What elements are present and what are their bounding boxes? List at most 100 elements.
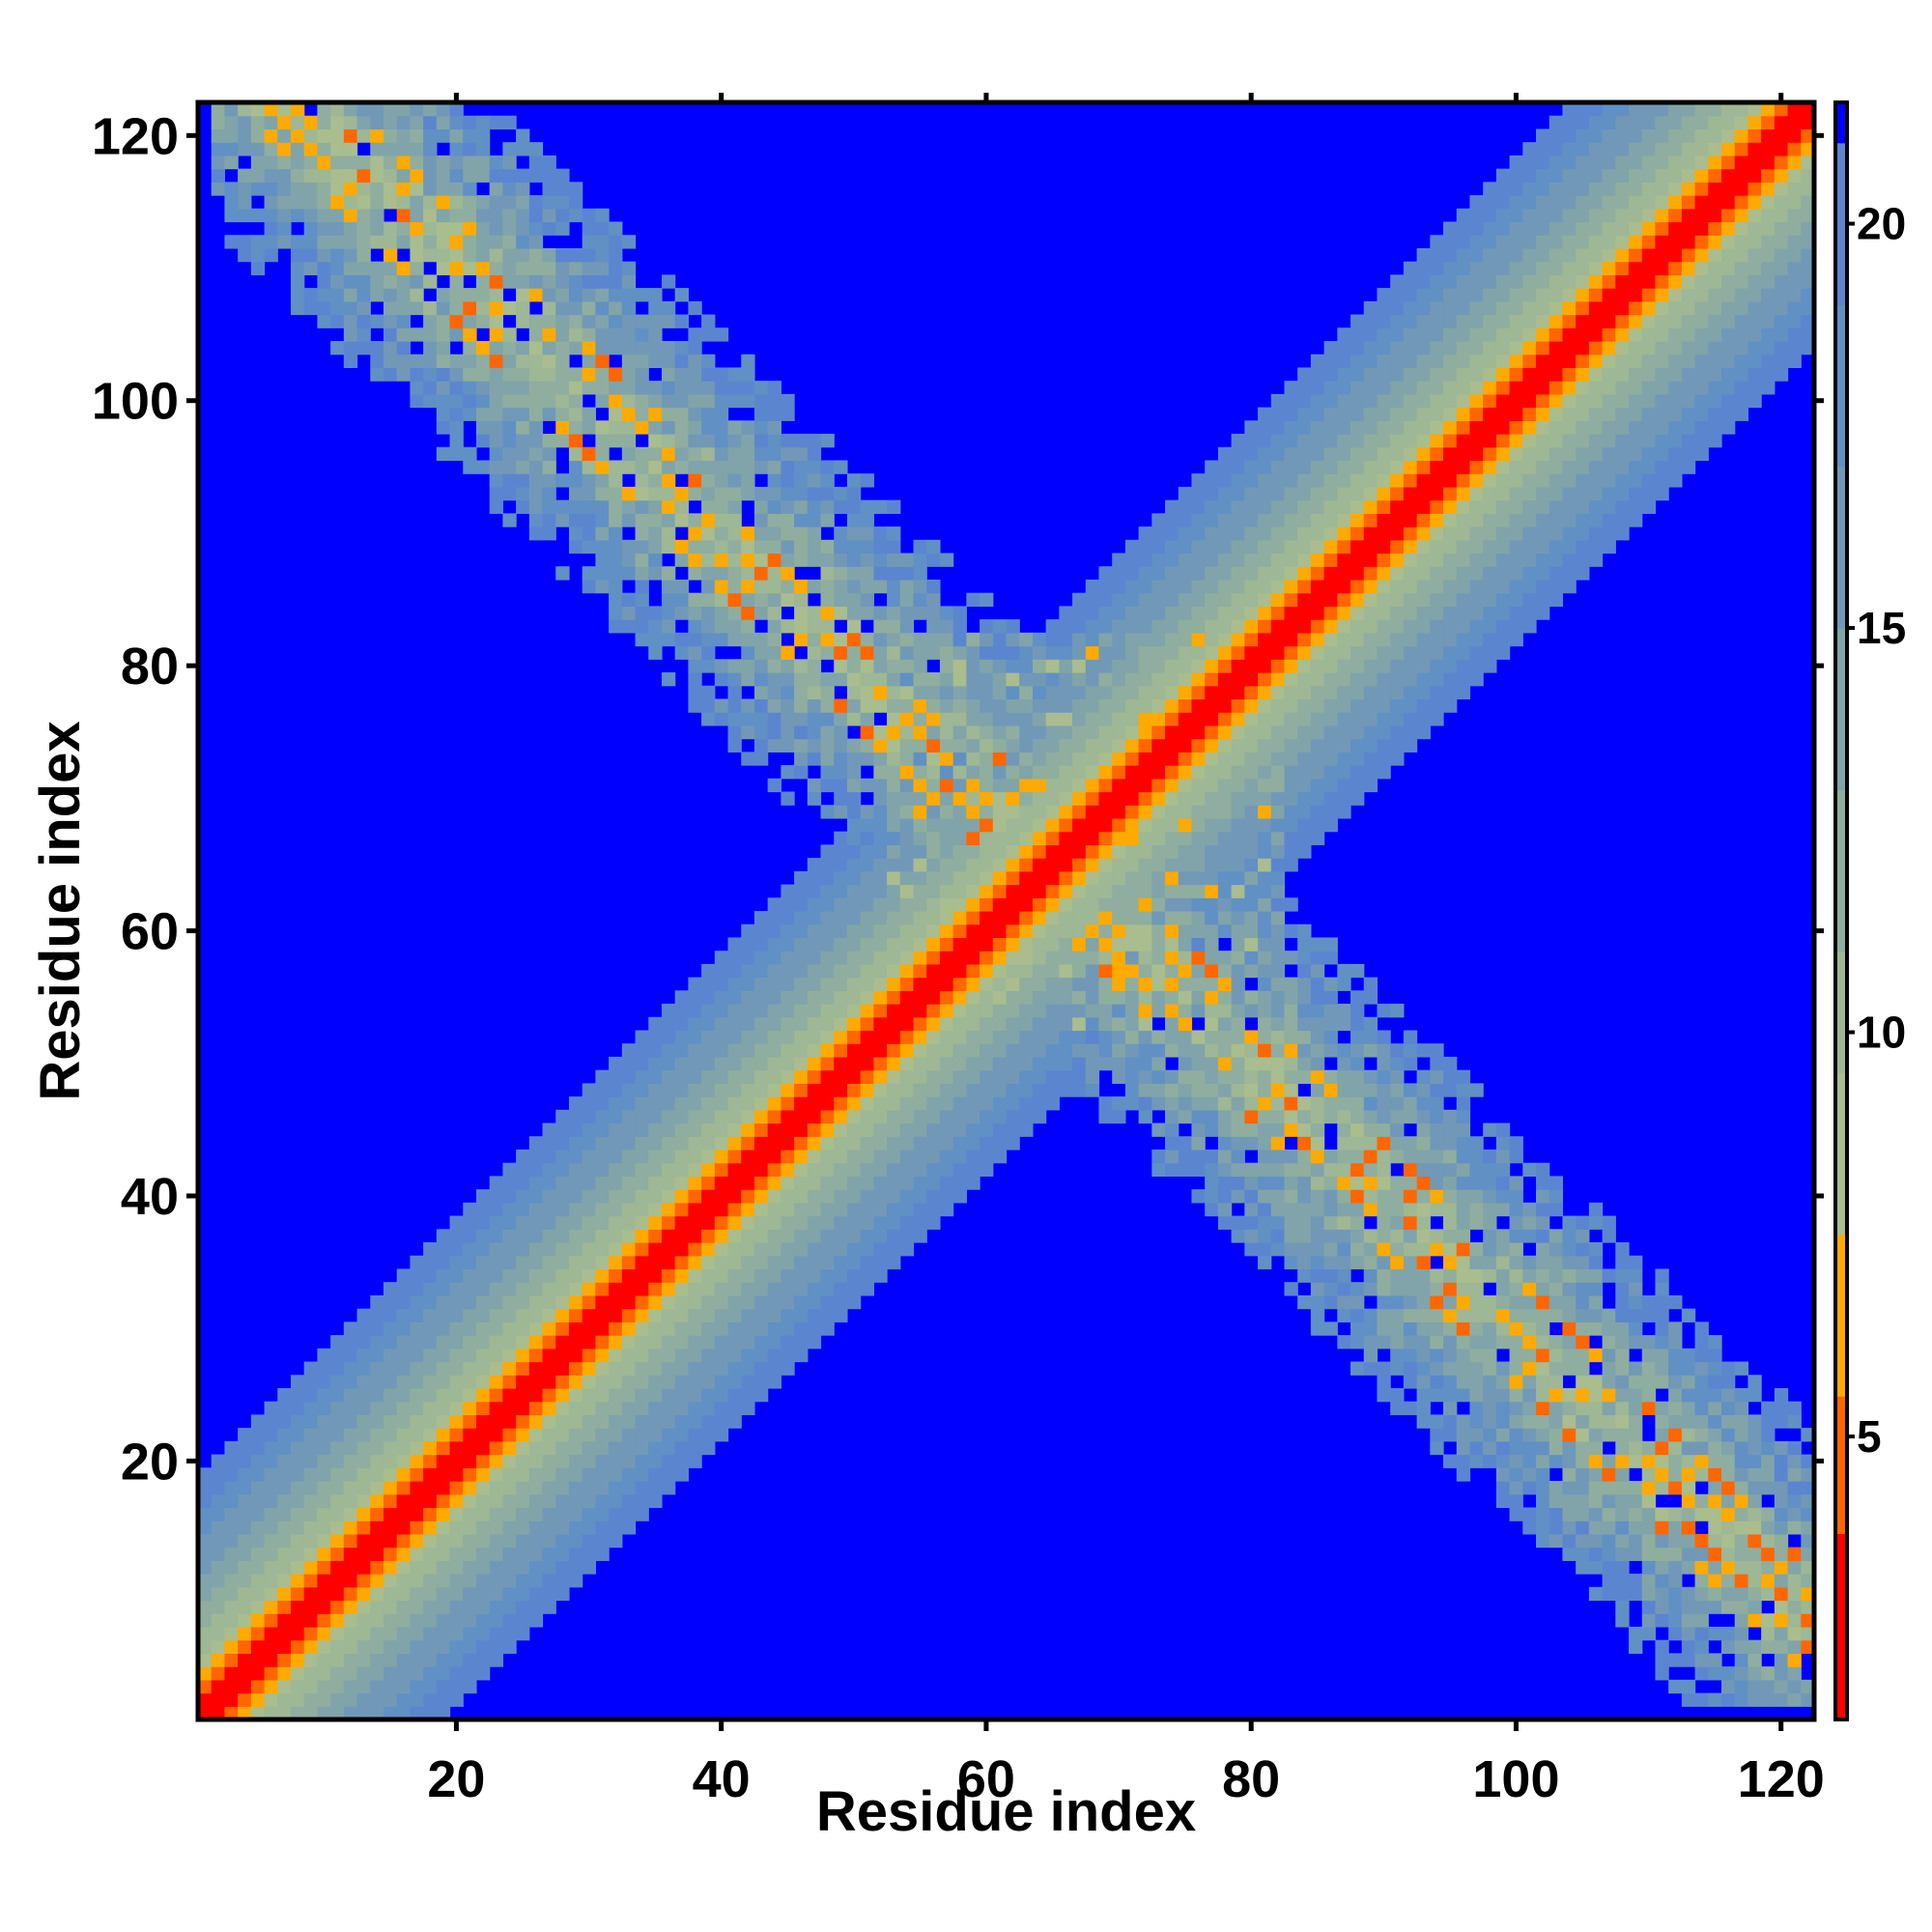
heatmap-cell: [1641, 1361, 1657, 1376]
heatmap-cell: [568, 1268, 583, 1283]
heatmap-cell: [913, 858, 927, 872]
heatmap-cell: [1085, 870, 1100, 886]
heatmap-cell: [939, 778, 954, 793]
heatmap-cell: [887, 1176, 901, 1190]
heatmap-cell: [741, 1215, 755, 1230]
heatmap-cell: [1576, 566, 1590, 581]
heatmap-cell: [1191, 805, 1206, 819]
heatmap-cell: [1191, 752, 1206, 766]
heatmap-cell: [528, 1335, 544, 1350]
heatmap-cell: [238, 1706, 252, 1720]
heatmap-cell: [1456, 553, 1471, 567]
heatmap-cell: [1363, 1109, 1378, 1124]
heatmap-cell: [1310, 1056, 1325, 1071]
heatmap-cell: [582, 1375, 596, 1389]
heatmap-cell: [1363, 1229, 1378, 1243]
heatmap-cell: [330, 1507, 345, 1521]
heatmap-cell: [939, 791, 954, 806]
heatmap-cell: [913, 1149, 927, 1164]
heatmap-cell: [1098, 619, 1113, 634]
heatmap-cell: [264, 1679, 278, 1694]
heatmap-cell: [502, 1560, 517, 1575]
heatmap-cell: [198, 1706, 213, 1720]
heatmap-cell: [939, 1056, 954, 1071]
heatmap-cell: [1747, 1414, 1762, 1429]
heatmap-cell: [860, 1282, 874, 1296]
heatmap-cell: [1270, 1122, 1286, 1137]
heatmap-cell: [873, 1215, 888, 1230]
heatmap-cell: [1350, 752, 1365, 766]
heatmap-cell: [1310, 499, 1325, 514]
heatmap-cell: [303, 1547, 319, 1561]
heatmap-cell: [1059, 1083, 1073, 1097]
heatmap-cell: [781, 1016, 795, 1032]
heatmap-cell: [463, 1507, 477, 1521]
heatmap-cell: [1337, 592, 1351, 608]
heatmap-cell: [1774, 1401, 1789, 1416]
heatmap-cell: [1483, 539, 1497, 554]
heatmap-cell: [1284, 1229, 1298, 1243]
heatmap-cell: [648, 632, 663, 647]
heatmap-cell: [980, 645, 994, 660]
heatmap-cell: [846, 606, 862, 620]
heatmap-cell: [1588, 1282, 1604, 1296]
heatmap-cell: [1165, 606, 1179, 620]
heatmap-cell: [834, 645, 848, 660]
heatmap-cell: [595, 526, 610, 541]
heatmap-cell: [621, 1440, 637, 1456]
heatmap-cell: [1019, 1122, 1034, 1137]
heatmap-cell: [648, 1030, 663, 1044]
heatmap-cell: [1059, 1030, 1073, 1044]
heatmap-cell: [1151, 579, 1166, 594]
heatmap-cell: [1350, 672, 1365, 687]
heatmap-cell: [436, 1321, 451, 1336]
heatmap-cell: [794, 951, 809, 965]
heatmap-cell: [277, 1639, 292, 1654]
heatmap-cell: [952, 1004, 967, 1018]
heatmap-cell: [992, 963, 1008, 979]
heatmap-cell: [211, 1639, 226, 1654]
heatmap-cell: [290, 1666, 305, 1681]
heatmap-cell: [767, 672, 781, 687]
heatmap-cell: [635, 1083, 649, 1097]
heatmap-cell: [1284, 1004, 1298, 1018]
heatmap-cell: [1323, 1321, 1338, 1336]
heatmap-cell: [1191, 765, 1206, 780]
heatmap-cell: [555, 1467, 570, 1482]
heatmap-cell: [1443, 1162, 1458, 1178]
heatmap-cell: [727, 539, 742, 554]
heatmap-cell: [1761, 1428, 1776, 1442]
heatmap-cell: [1350, 791, 1365, 806]
heatmap-cell: [436, 1533, 451, 1548]
heatmap-cell: [1694, 1586, 1709, 1602]
heatmap-cell: [1390, 1255, 1405, 1270]
heatmap-cell: [807, 1242, 822, 1257]
heatmap-cell: [753, 1375, 769, 1389]
heatmap-cell: [846, 765, 862, 780]
heatmap-cell: [330, 1653, 345, 1667]
heatmap-cell: [794, 1282, 809, 1296]
heatmap-cell: [727, 1348, 742, 1363]
heatmap-cell: [1443, 1202, 1458, 1217]
heatmap-cell: [1138, 645, 1152, 660]
heatmap-cell: [1403, 1202, 1418, 1217]
heatmap-cell: [1602, 1414, 1616, 1429]
heatmap-cell: [1032, 817, 1047, 833]
heatmap-cell: [1297, 672, 1312, 687]
heatmap-cell: [887, 579, 901, 594]
heatmap-cell: [1536, 1308, 1550, 1322]
heatmap-cell: [1178, 698, 1193, 713]
heatmap-cell: [1032, 897, 1047, 912]
heatmap-cell: [1059, 752, 1073, 766]
heatmap-cell: [860, 1189, 874, 1204]
heatmap-cell: [846, 1162, 862, 1178]
heatmap-cell: [1536, 513, 1550, 527]
heatmap-cell: [939, 632, 954, 647]
heatmap-cell: [701, 1069, 716, 1084]
heatmap-cell: [727, 1149, 742, 1164]
heatmap-cell: [939, 911, 954, 925]
heatmap-cell: [1337, 632, 1351, 647]
heatmap-cell: [1403, 1096, 1418, 1111]
heatmap-cell: [1350, 579, 1365, 594]
heatmap-cell: [1443, 645, 1458, 660]
